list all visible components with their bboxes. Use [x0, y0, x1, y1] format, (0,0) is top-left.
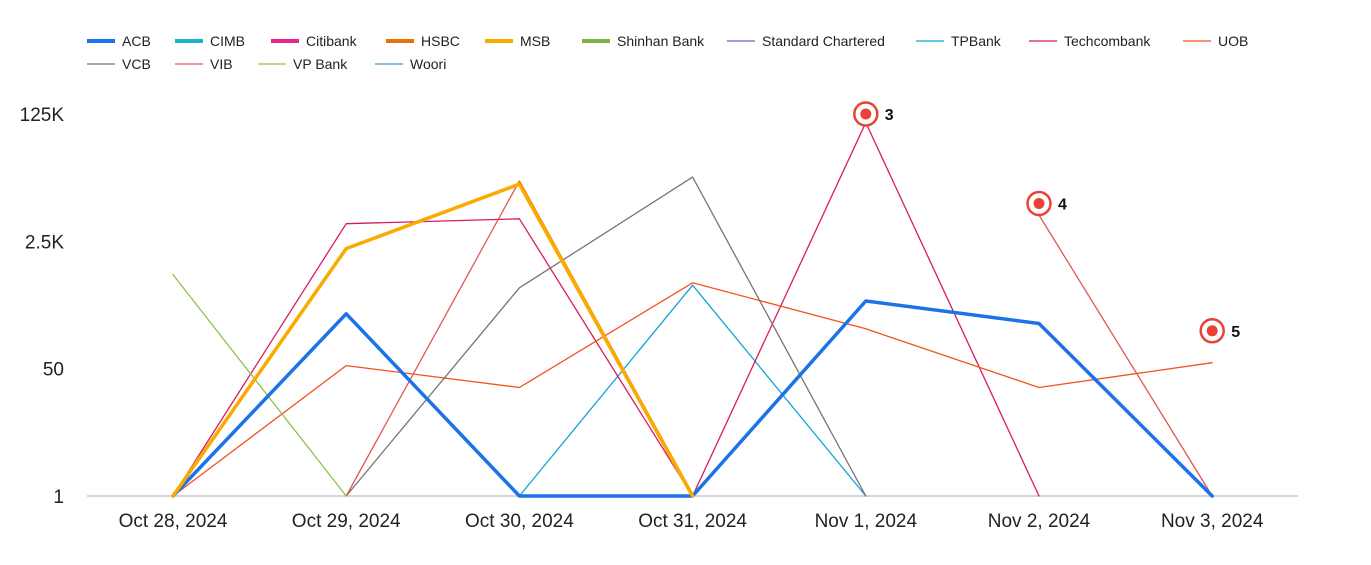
series-line-uob[interactable] [172, 282, 1213, 497]
y-tick-label: 50 [43, 360, 64, 381]
x-tick-label: Oct 31, 2024 [638, 511, 747, 532]
legend-label: CIMB [210, 33, 245, 49]
legend-item-vcb[interactable]: VCB [87, 56, 151, 72]
annotations: 3 4 5 [853, 101, 1241, 344]
axes: 1 50 2.5K 125K Oct 28, 2024 Oct 29, 2024 Oct 3… [20, 105, 1298, 532]
annotation-dot [1033, 197, 1045, 209]
legend: ACB CIMB Citibank HSBC MSB Shinhan Bank Standa… [87, 33, 1248, 72]
legend-label: TPBank [951, 33, 1002, 49]
legend-label: Citibank [306, 33, 358, 49]
annotation-dot [860, 108, 872, 120]
legend-label: Techcombank [1064, 33, 1151, 49]
legend-item-cimb[interactable]: CIMB [175, 33, 245, 49]
series-line-acb[interactable] [171, 299, 1214, 498]
annotation-label: 3 [885, 107, 894, 124]
series-line-techcombank[interactable] [172, 121, 1040, 497]
legend-label: Woori [410, 56, 446, 72]
annotation-dot [1206, 325, 1218, 337]
legend-label: HSBC [421, 33, 460, 49]
x-tick-label: Oct 28, 2024 [119, 511, 228, 532]
y-tick-label: 2.5K [25, 232, 64, 253]
series-lines [171, 121, 1214, 498]
legend-label: VIB [210, 56, 233, 72]
annotation-label: 5 [1231, 324, 1240, 341]
legend-item-standard-chartered[interactable]: Standard Chartered [727, 33, 885, 49]
legend-item-citibank[interactable]: Citibank [271, 33, 358, 49]
series-line-vcb[interactable] [345, 176, 867, 497]
legend-label: Shinhan Bank [617, 33, 705, 49]
x-tick-label: Oct 29, 2024 [292, 511, 401, 532]
legend-item-vp-bank[interactable]: VP Bank [258, 56, 348, 72]
legend-label: VP Bank [293, 56, 348, 72]
series-line-vib[interactable] [1038, 214, 1213, 497]
legend-item-vib[interactable]: VIB [175, 56, 233, 72]
y-tick-label: 1 [53, 487, 64, 508]
legend-label: UOB [1218, 33, 1248, 49]
legend-item-acb[interactable]: ACB [87, 33, 151, 49]
x-tick-label: Nov 1, 2024 [815, 511, 918, 532]
legend-item-uob[interactable]: UOB [1183, 33, 1248, 49]
legend-label: VCB [122, 56, 151, 72]
legend-item-msb[interactable]: MSB [485, 33, 550, 49]
legend-label: ACB [122, 33, 151, 49]
legend-label: MSB [520, 33, 550, 49]
series-line-tpbank[interactable] [518, 284, 867, 497]
legend-item-tpbank[interactable]: TPBank [916, 33, 1002, 49]
legend-item-shinhan-bank[interactable]: Shinhan Bank [582, 33, 705, 49]
series-line-msb[interactable] [171, 182, 695, 498]
legend-item-hsbc[interactable]: HSBC [386, 33, 460, 49]
x-tick-label: Oct 30, 2024 [465, 511, 574, 532]
x-tick-label: Nov 3, 2024 [1161, 511, 1264, 532]
series-line-vp-bank[interactable] [172, 273, 347, 497]
legend-label: Standard Chartered [762, 33, 885, 49]
x-tick-label: Nov 2, 2024 [988, 511, 1091, 532]
annotation-marker-5[interactable]: 5 [1199, 318, 1241, 344]
annotation-marker-4[interactable]: 4 [1026, 190, 1068, 217]
legend-item-woori[interactable]: Woori [375, 56, 446, 72]
y-tick-label: 125K [20, 105, 65, 126]
annotation-label: 4 [1058, 196, 1067, 213]
legend-item-techcombank[interactable]: Techcombank [1029, 33, 1151, 49]
annotation-marker-3[interactable]: 3 [853, 101, 894, 127]
